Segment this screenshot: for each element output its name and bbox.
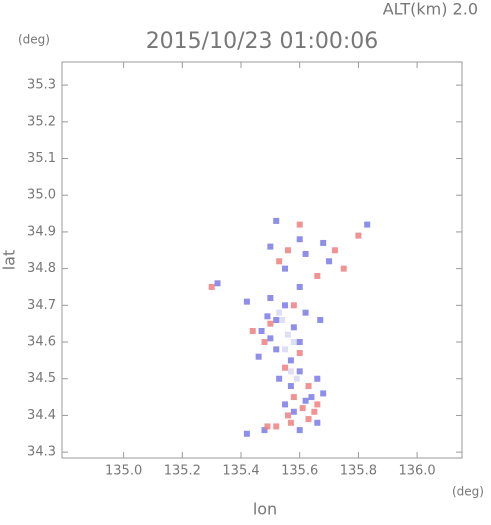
echo-cell: [296, 236, 303, 243]
echo-cell: [314, 375, 321, 382]
echo-cell: [305, 416, 312, 423]
echo-cell: [267, 335, 274, 342]
x-tick-label: 135.8: [340, 464, 377, 479]
x-unit: (deg): [452, 485, 484, 499]
y-tick-label: 34.3: [27, 445, 56, 460]
echo-cell: [287, 357, 294, 364]
echo-cell: [317, 317, 324, 324]
x-tick-label: 135.6: [281, 464, 318, 479]
echo-cell: [258, 328, 265, 335]
echo-cell: [293, 375, 300, 382]
echo-cell: [267, 294, 274, 301]
y-tick-label: 34.5: [27, 371, 56, 386]
echo-cell: [320, 390, 327, 397]
echo-cell: [264, 423, 271, 430]
echo-cell: [290, 339, 297, 346]
chart-title: 2015/10/23 01:00:06: [146, 29, 379, 54]
echo-cell: [314, 401, 321, 408]
echo-cell: [276, 375, 283, 382]
echo-cell: [326, 258, 333, 265]
echo-cell: [264, 313, 271, 320]
echo-cell: [355, 232, 362, 239]
altitude-label: ALT(km) 2.0: [383, 0, 478, 19]
y-tick-label: 35.0: [27, 188, 56, 203]
echo-cell: [290, 302, 297, 309]
y-tick-label: 35.3: [27, 78, 56, 93]
echo-cell: [284, 247, 291, 254]
echo-cell: [282, 302, 289, 309]
echo-cell: [282, 346, 289, 353]
echo-cell: [302, 397, 309, 404]
echo-cell: [284, 412, 291, 419]
echo-cell: [273, 317, 280, 324]
x-tick-label: 135.0: [105, 464, 142, 479]
echo-cell: [296, 350, 303, 357]
x-tick-label: 136.0: [398, 464, 435, 479]
echo-cell: [311, 408, 318, 415]
echo-cell: [290, 408, 297, 415]
echo-cell: [364, 221, 371, 228]
echo-cell: [308, 394, 315, 401]
echo-cell: [273, 217, 280, 224]
echo-cell: [267, 320, 274, 327]
y-tick-label: 34.9: [27, 224, 56, 239]
echo-cell: [261, 339, 268, 346]
echo-cell: [287, 368, 294, 375]
echo-cell: [282, 401, 289, 408]
x-tick-label: 135.4: [222, 464, 259, 479]
x-axis-label: lon: [253, 500, 277, 519]
y-tick-label: 34.7: [27, 298, 56, 313]
echo-cell: [296, 221, 303, 228]
echo-cell: [296, 339, 303, 346]
echo-cell: [261, 427, 268, 434]
echo-cell: [276, 309, 283, 316]
echo-cell: [267, 243, 274, 250]
echo-cell: [290, 324, 297, 331]
echo-cell: [320, 239, 327, 246]
y-tick-label: 34.6: [27, 335, 56, 350]
echo-cell: [314, 419, 321, 426]
y-tick-label: 35.1: [27, 151, 56, 166]
echo-cell: [290, 394, 297, 401]
echo-cell: [273, 423, 280, 430]
echo-cell: [214, 280, 221, 287]
x-tick-label: 135.2: [164, 464, 201, 479]
echo-cell: [282, 265, 289, 272]
y-axis-label: lat: [0, 250, 19, 271]
echo-cell: [302, 250, 309, 257]
echo-cell: [208, 283, 215, 290]
y-tick-label: 34.8: [27, 261, 56, 276]
echo-cell: [340, 265, 347, 272]
echo-cell: [299, 405, 306, 412]
echo-cell: [314, 272, 321, 279]
echo-cell: [276, 258, 283, 265]
echo-cell: [243, 430, 250, 437]
echo-cell: [287, 419, 294, 426]
echo-cell: [302, 309, 309, 316]
echo-cell: [305, 383, 312, 390]
y-tick-label: 35.2: [27, 114, 56, 129]
echo-cell: [255, 353, 262, 360]
echo-cell: [296, 427, 303, 434]
echo-cell: [279, 317, 286, 324]
echo-cell: [243, 298, 250, 305]
echo-cell: [249, 328, 256, 335]
echo-cell: [282, 364, 289, 371]
y-unit: (deg): [18, 33, 50, 47]
echo-cell: [273, 346, 280, 353]
echo-cell: [296, 283, 303, 290]
plot-frame: [61, 61, 463, 459]
echo-cell: [296, 368, 303, 375]
y-tick-label: 34.4: [27, 408, 56, 423]
echo-cell: [331, 247, 338, 254]
echo-cell: [284, 331, 291, 338]
echo-cell: [287, 383, 294, 390]
